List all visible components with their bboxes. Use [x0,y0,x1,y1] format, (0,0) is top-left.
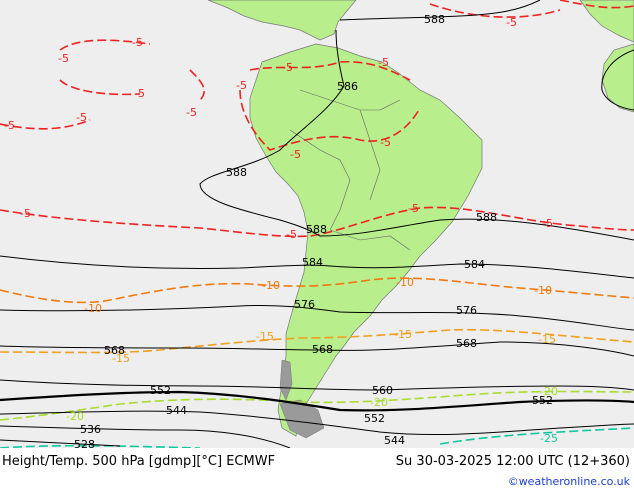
label-minus5-j: -5 [380,136,391,149]
temperature-labels: -5 -5 -5 -5 -5 -5 -5 -5 -5 -5 -5 -5 -5 -… [4,16,558,445]
height-contour-536 [0,425,291,448]
label-minus5-b: -5 [58,52,69,65]
label-552-central: 552 [364,412,385,425]
label-576-east: 576 [456,304,477,317]
label-568-west: 568 [104,344,125,357]
height-contour-552 [0,390,634,412]
label-584-central: 584 [302,256,323,269]
land-tierra-del-fuego [279,399,325,439]
label-minus5-g: -5 [282,61,293,74]
temp-contour-minus5-cells [0,0,634,130]
temp-contour-minus5-ne [429,3,561,18]
temp-contour-minus20 [0,390,634,421]
temp-contour-minus15 [0,328,634,354]
height-contours [0,0,634,448]
label-minus5-k: -5 [290,148,301,161]
label-minus5-a: -5 [132,36,143,49]
label-minus15-west: -15 [112,352,130,365]
label-minus20-central: -20 [370,396,388,409]
label-minus25-east: -25 [540,432,558,445]
height-contour-588-ne [339,0,541,21]
label-544-east: 544 [384,434,405,447]
label-568-central: 568 [312,343,333,356]
label-minus5-n: -5 [542,217,553,230]
label-544-west: 544 [166,404,187,417]
height-labels: 588 586 588 588 588 584 584 576 576 568 … [74,13,553,448]
map-canvas: 588 586 588 588 588 584 584 576 576 568 … [0,0,634,448]
label-minus5-d: -5 [76,111,87,124]
weather-map: 588 586 588 588 588 584 584 576 576 568 … [0,0,634,448]
label-minus5-c: -5 [134,87,145,100]
forecast-datetime: Su 30-03-2025 12:00 UTC (12+360) [395,454,630,469]
label-minus15-coast: -15 [394,328,412,341]
label-minus5-l: -5 [20,207,31,220]
label-minus5-o: -5 [506,16,517,29]
label-586: 586 [337,80,358,93]
label-minus15-east: -15 [538,333,556,346]
label-minus10-central: -10 [262,279,280,292]
label-minus5-f: -5 [4,119,15,132]
temperature-contours [0,0,634,448]
height-contour-544 [0,410,634,436]
map-title: Height/Temp. 500 hPa [gdmp][°C] ECMWF [2,454,276,469]
label-minus10-coast: -10 [396,276,414,289]
label-588-west: 588 [226,166,247,179]
label-568-east: 568 [456,337,477,350]
temp-contour-minus10 [0,277,634,304]
height-contour-584 [0,255,634,279]
temp-contour-minus5-amazon [239,89,421,151]
height-contour-576 [0,304,634,331]
label-536: 536 [80,423,101,436]
temp-contour-minus25 [0,427,634,448]
label-560: 560 [372,384,393,397]
label-minus5-p: -5 [286,228,297,241]
label-minus5-m: -5 [408,202,419,215]
map-footer: Height/Temp. 500 hPa [gdmp][°C] ECMWF Su… [0,448,634,490]
height-contour-588-amazon [199,29,634,241]
label-minus20-east: -20 [540,385,558,398]
label-minus10-east: -10 [534,284,552,297]
label-minus10-west: -10 [84,302,102,315]
height-contour-528 [0,439,121,447]
label-576-central: 576 [294,298,315,311]
label-588-south: 588 [306,223,327,236]
label-minus5-i: -5 [236,79,247,92]
land-chile-archipelago [279,359,293,401]
label-552-west: 552 [150,384,171,397]
label-588-ne: 588 [424,13,445,26]
source-credit-link[interactable]: ©weatheronline.co.uk [507,475,630,488]
label-minus5-e: -5 [186,106,197,119]
land-africa-edge [601,43,634,113]
height-contour-568 [0,341,634,357]
height-contour-588-atlantic [601,49,634,111]
label-minus20-west: -20 [66,410,84,423]
label-minus15-central: -15 [256,330,274,343]
land-caribbean-corner [579,0,634,43]
label-584-east: 584 [464,258,485,271]
label-528: 528 [74,438,95,448]
label-552-east: 552 [532,394,553,407]
label-minus5-h: -5 [378,56,389,69]
land-central-america [207,0,357,41]
height-contour-560 [0,379,634,391]
country-borders [289,89,411,251]
label-588-east: 588 [476,211,497,224]
temp-contour-minus5-west [0,206,634,238]
